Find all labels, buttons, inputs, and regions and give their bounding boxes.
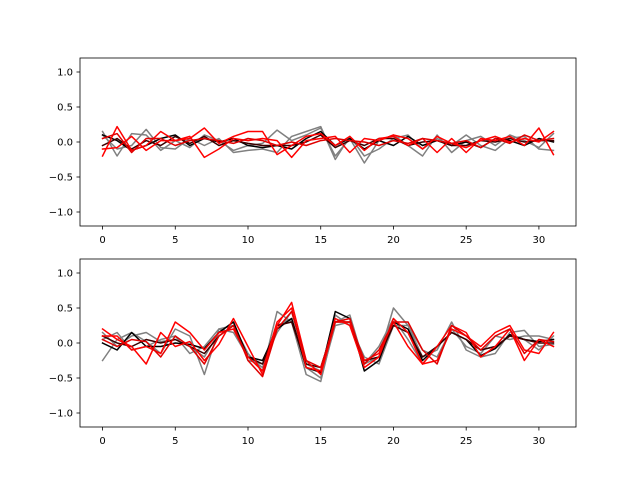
top-series-line-6 — [101, 130, 555, 159]
top-y-tick-label-2: 0.0 — [57, 138, 73, 149]
top-x-tick-label-10: 10 — [242, 235, 255, 246]
bottom-y-tick-label-3: 0.5 — [57, 304, 73, 315]
top-series-lines — [101, 125, 555, 164]
top-series-line-2 — [101, 125, 555, 161]
top-series-line-7 — [101, 132, 555, 154]
top-x-tick-label-30: 30 — [533, 235, 546, 246]
bottom-y-tick-label-1: −0.5 — [49, 374, 73, 385]
bottom-subplot: 0 5 10 15 20 25 30 −1.0 −0.5 0.0 0.5 1.0 — [49, 258, 577, 447]
top-x-tick-label-15: 15 — [314, 235, 327, 246]
top-y-tick-label-4: 1.0 — [57, 68, 73, 79]
bottom-y-tick-label-2: 0.0 — [57, 339, 73, 350]
top-y-tick-label-1: −0.5 — [49, 173, 73, 184]
bottom-x-tick-label-30: 30 — [533, 436, 546, 447]
bottom-x-tick-label-5: 5 — [172, 436, 178, 447]
top-x-tick-label-0: 0 — [99, 235, 105, 246]
top-y-tick-label-3: 0.5 — [57, 103, 73, 114]
bottom-x-tick-label-0: 0 — [99, 436, 105, 447]
top-x-tick-label-20: 20 — [387, 235, 400, 246]
bottom-x-tick-label-10: 10 — [242, 436, 255, 447]
bottom-x-axis: 0 5 10 15 20 25 30 — [99, 427, 545, 447]
bottom-series-lines — [101, 301, 555, 383]
bottom-y-tick-label-0: −1.0 — [49, 409, 73, 420]
top-x-tick-label-5: 5 — [172, 235, 178, 246]
top-x-tick-label-25: 25 — [460, 235, 473, 246]
top-x-axis: 0 5 10 15 20 25 30 — [99, 226, 545, 246]
bottom-y-tick-label-4: 1.0 — [57, 269, 73, 280]
bottom-x-tick-label-20: 20 — [387, 436, 400, 447]
bottom-x-tick-label-15: 15 — [314, 436, 327, 447]
top-y-axis: −1.0 −0.5 0.0 0.5 1.0 — [49, 68, 80, 219]
bottom-x-tick-label-25: 25 — [460, 436, 473, 447]
top-y-tick-label-0: −1.0 — [49, 208, 73, 219]
bottom-series-line-6 — [101, 301, 555, 376]
bottom-series-line-8 — [101, 310, 555, 378]
top-subplot: 0 5 10 15 20 25 30 −1.0 −0.5 0.0 0.5 1.0 — [49, 57, 577, 246]
bottom-y-axis: −1.0 −0.5 0.0 0.5 1.0 — [49, 269, 80, 420]
